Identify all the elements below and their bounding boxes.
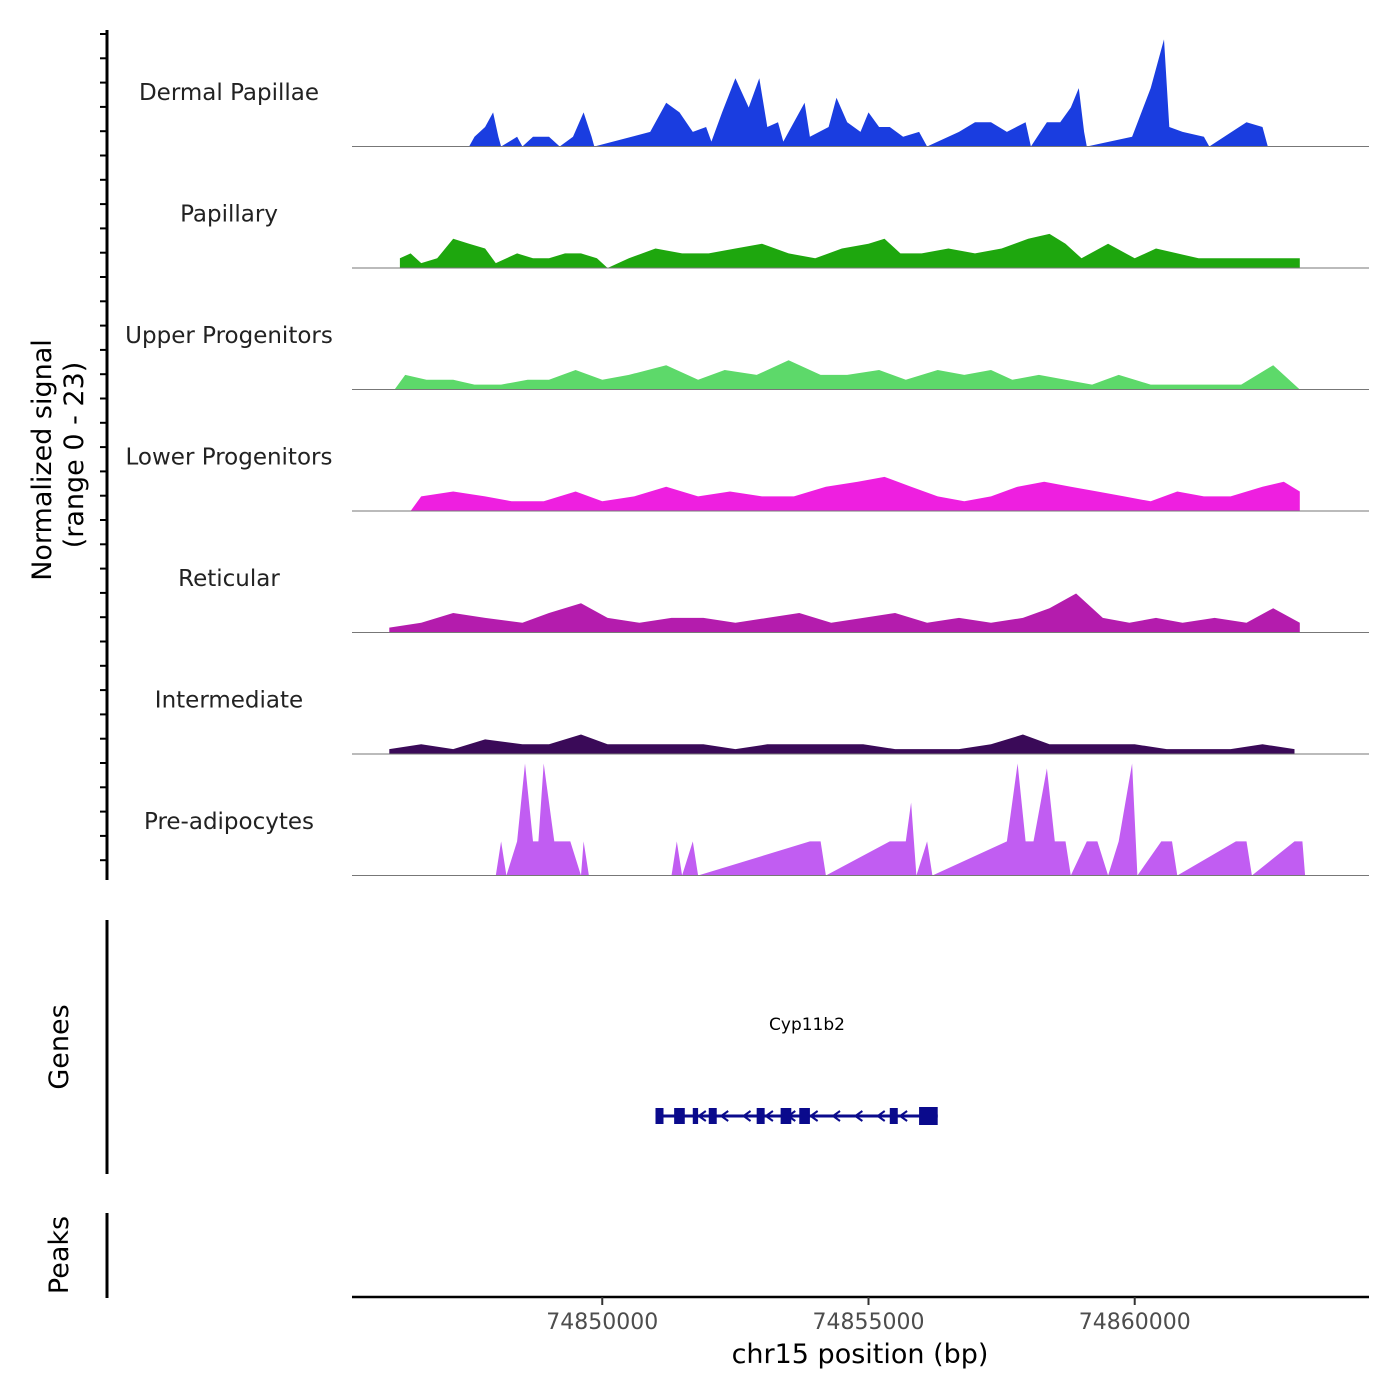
genes-axis-title: Genes [44,1004,75,1089]
track-label-papillary: Papillary [180,202,278,228]
x-tick-label: 74860000 [1079,1310,1191,1335]
signal-y-axis-ticks [100,33,107,862]
x-tick-label: 74850000 [546,1310,658,1335]
gene-strand-arrow [764,1110,774,1122]
y-axis-title-line2: (range 0 - 23) [59,362,90,549]
track-label-reticular: Reticular [178,566,280,592]
gene-exon [799,1108,810,1124]
track-signal-lower-progenitors [410,476,1300,511]
gene-strand-arrow [831,1110,841,1122]
gene-exon [889,1108,898,1124]
peaks-axis-title: Peaks [44,1216,75,1294]
gene-strand-arrow [898,1110,908,1122]
track-label-intermediate: Intermediate [155,688,303,714]
gene-exon [919,1107,938,1125]
track-label-upper-progenitors: Upper Progenitors [125,323,333,349]
gene-strand-arrow [876,1110,886,1122]
gene-strand-arrow [808,1110,819,1122]
gene-strand-arrow [741,1110,752,1122]
x-tick-label: 74855000 [812,1310,924,1335]
track-signal-pre-adipocytes [495,763,1306,876]
gene-strand-arrow [719,1110,729,1122]
gene-exon [674,1108,685,1124]
gene-strand-arrow [853,1110,863,1122]
x-axis-ticks: 74850000 74855000 74860000 [546,1297,1191,1335]
gene-exon [780,1108,792,1124]
track-signal-reticular [389,593,1300,633]
track-signal-upper-progenitors [394,360,1300,390]
track-signal-intermediate [389,734,1295,754]
track-label-lower-progenitors: Lower Progenitors [126,445,333,471]
gene-label: Cyp11b2 [769,1015,845,1035]
signal-tracks: Dermal Papillae Papillary Upper Progenitor… [125,39,1369,876]
track-signal-papillary [399,233,1300,268]
gene-exon [692,1108,699,1124]
track-label-dermal-papillae: Dermal Papillae [139,80,319,106]
gene-exon [655,1108,664,1124]
gene-exon [708,1108,717,1124]
gene-strand-arrow [697,1110,707,1122]
y-axis-title-line1: Normalized signal [27,339,58,581]
x-axis-title: chr15 position (bp) [732,1339,989,1370]
gene-exon [756,1108,765,1124]
gene-model [655,1107,938,1125]
track-label-pre-adipocytes: Pre-adipocytes [144,809,314,835]
track-signal-dermal-papillae [469,39,1268,147]
